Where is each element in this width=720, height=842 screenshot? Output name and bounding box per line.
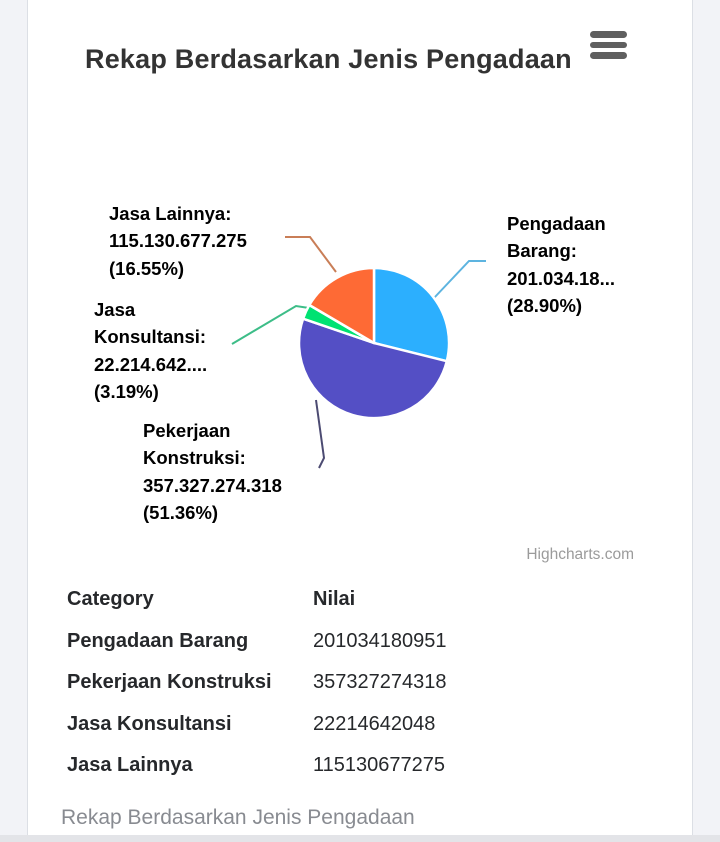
pie-slice-pengadaan-barang[interactable] <box>372 266 451 363</box>
data-label-line: (16.55%) <box>109 257 185 279</box>
table-cell-category: Pekerjaan Konstruksi <box>67 671 272 694</box>
table-cell-value: 115130677275 <box>313 754 445 777</box>
pie-slice-pekerjaan-konstruksi[interactable] <box>297 317 449 420</box>
table-cell-value: 22214642048 <box>313 712 436 735</box>
pie-slice-jasa-lainnya[interactable] <box>308 266 376 345</box>
bottom-divider <box>0 835 720 842</box>
chart-context-menu-button[interactable] <box>588 29 630 61</box>
data-label-line: Pekerjaan <box>143 420 231 441</box>
data-label-line: 22.214.642.... <box>94 353 208 375</box>
table-header-nilai: Nilai <box>313 588 356 611</box>
table-cell-value: 357327274318 <box>313 671 447 694</box>
chart-title: Rekap Berdasarkan Jenis Pengadaan <box>85 44 572 75</box>
data-label-line: 115.130.677.275 <box>109 230 247 252</box>
highcharts-credit-link[interactable]: Highcharts.com <box>526 546 634 563</box>
data-label-pekerjaan-konstruksi: Pekerjaan Konstruksi: 357.327.274.318 (5… <box>143 417 282 526</box>
table-row: Pekerjaan Konstruksi 357327274318 <box>67 662 627 704</box>
data-label-pengadaan-barang: Pengadaan Barang: 201.034.18... (28.90%) <box>507 210 615 319</box>
data-label-line: Jasa <box>94 299 136 320</box>
table-cell-value: 201034180951 <box>313 629 447 652</box>
table-cell-category: Jasa Lainnya <box>67 754 193 777</box>
label-connector-jasa-lainnya <box>285 236 337 273</box>
data-label-line: 357.327.274.318 <box>143 474 282 496</box>
data-label-line: Pengadaan <box>507 213 606 234</box>
table-row: Jasa Lainnya 115130677275 <box>67 745 627 787</box>
data-label-line: Konsultansi: <box>94 326 207 348</box>
table-row: Pengadaan Barang 201034180951 <box>67 621 627 663</box>
table-row: Jasa Konsultansi 22214642048 <box>67 704 627 746</box>
data-label-line: Jasa Lainnya: <box>109 203 232 224</box>
report-card <box>28 0 692 842</box>
data-label-line: Barang: <box>507 240 577 262</box>
label-connector-jasa-konsultansi <box>231 304 310 345</box>
table-cell-category: Pengadaan Barang <box>67 629 249 652</box>
summary-table: Category Nilai Pengadaan Barang 20103418… <box>67 579 627 787</box>
data-label-jasa-konsultansi: Jasa Konsultansi: 22.214.642.... (3.19%) <box>94 296 207 405</box>
table-header-category: Category <box>67 588 154 611</box>
data-label-line: (28.90%) <box>507 294 583 316</box>
data-label-jasa-lainnya: Jasa Lainnya: 115.130.677.275 (16.55%) <box>109 200 247 282</box>
table-header-row: Category Nilai <box>67 579 627 621</box>
data-label-line: (51.36%) <box>143 501 219 523</box>
label-connector-pekerjaan-konstruksi <box>315 399 326 469</box>
data-label-line: Konstruksi: <box>143 447 246 469</box>
next-section-title: Rekap Berdasarkan Jenis Pengadaan <box>61 806 415 829</box>
data-label-line: (3.19%) <box>94 380 159 402</box>
hamburger-icon <box>590 31 628 59</box>
label-connector-pengadaan-barang <box>433 260 486 299</box>
table-cell-category: Jasa Konsultansi <box>67 712 232 735</box>
data-label-line: 201.034.18... <box>507 267 616 289</box>
